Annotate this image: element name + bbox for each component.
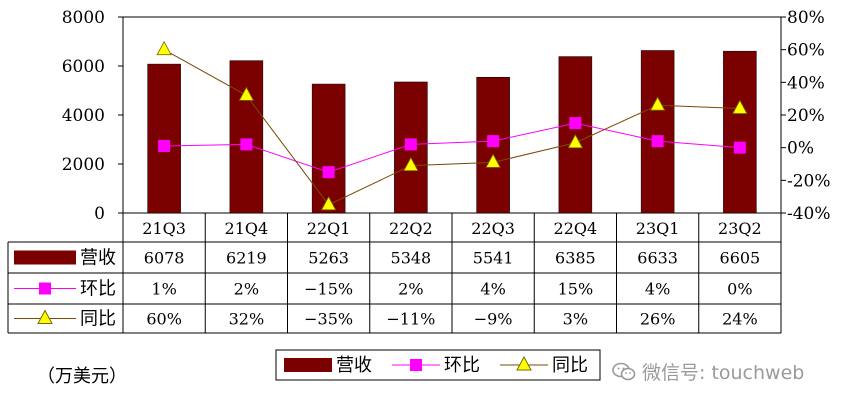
table-cell: 5541	[473, 249, 514, 268]
category-label: 22Q1	[307, 219, 351, 238]
category-label: 22Q2	[389, 219, 433, 238]
row-header: 环比	[80, 279, 116, 300]
triangle-marker	[238, 86, 255, 101]
row-header: 同比	[80, 309, 116, 330]
category-label: 22Q3	[471, 219, 515, 238]
row-header: 营收	[80, 248, 116, 269]
triangle-marker	[320, 195, 337, 211]
legend-label: 营收	[336, 355, 372, 376]
bar-series	[147, 50, 757, 214]
bar	[311, 83, 346, 214]
right-axis-tick-label: -20%	[787, 171, 831, 191]
row-key-bar	[14, 250, 76, 265]
table-cell: 0%	[727, 280, 752, 299]
row-key-marker	[37, 309, 53, 324]
table-cell: −11%	[386, 310, 435, 329]
legend-label: 环比	[444, 355, 480, 376]
triangle-marker	[649, 96, 666, 111]
bar	[229, 60, 264, 214]
triangle-marker	[403, 156, 419, 172]
right-axis-tick-label: 60%	[787, 41, 825, 61]
table-cell: 4%	[645, 280, 670, 299]
table-cell: 6633	[637, 249, 678, 268]
left-axis-tick-label: 8000	[62, 8, 105, 28]
right-axis-tick-label: -40%	[787, 204, 831, 224]
table-cell: 60%	[146, 310, 182, 329]
table-cell: 5348	[391, 249, 432, 268]
triangle-marker	[156, 40, 172, 56]
table-cell: 6219	[226, 249, 267, 268]
table-cell: 2%	[234, 280, 259, 299]
triangle-marker	[567, 133, 584, 149]
right-axis-tick-label: 0%	[787, 139, 814, 159]
legend-key-marker	[516, 355, 532, 371]
square-marker	[240, 138, 253, 151]
chart-axes: 0 2000 4000 6000 8000 -40% -20% 0% 20% 40% 60% 80%	[62, 8, 831, 224]
data-table: 21Q3 21Q4 22Q1 22Q2 22Q3 22Q4 23Q1 23Q2 营收 6078 62…	[7, 213, 782, 334]
table-cell: 26%	[640, 310, 676, 329]
legend-label: 同比	[552, 355, 588, 376]
square-marker	[322, 166, 335, 179]
legend-key-bar	[284, 358, 332, 372]
table-cell: 5263	[308, 249, 349, 268]
line-series	[156, 40, 748, 211]
row-key-marker	[39, 282, 51, 295]
table-cell: −15%	[304, 280, 353, 299]
category-label: 23Q2	[718, 219, 762, 238]
bar	[147, 63, 181, 214]
plot-frame	[122, 16, 782, 214]
unit-label: （万美元）	[37, 366, 127, 387]
square-marker	[404, 138, 417, 151]
series-line	[164, 122, 740, 173]
category-label: 21Q3	[142, 219, 186, 238]
table-cell: 6385	[555, 249, 596, 268]
category-label: 23Q1	[636, 219, 680, 238]
right-axis-tick-label: 80%	[787, 8, 825, 28]
table-cell: 15%	[558, 280, 594, 299]
category-label: 22Q4	[554, 219, 598, 238]
left-axis-tick-label: 6000	[62, 57, 105, 77]
left-axis-tick-label: 4000	[62, 106, 105, 126]
triangle-marker	[485, 153, 501, 168]
table-cell: 24%	[722, 310, 758, 329]
square-marker	[733, 141, 746, 154]
right-axis-tick-label: 40%	[787, 73, 825, 93]
legend: 营收 环比 同比	[275, 349, 601, 381]
watermark: 微信号: touchweb	[612, 358, 804, 385]
left-axis-tick-label: 0	[94, 204, 105, 224]
triangle-marker	[732, 99, 748, 114]
legend-key-marker	[410, 359, 422, 371]
table-cell: 2%	[398, 280, 423, 299]
square-marker	[158, 140, 171, 153]
series-line	[163, 49, 740, 206]
wechat-icon	[612, 362, 636, 380]
table-cell: 6078	[144, 249, 185, 268]
table-cell: 6605	[720, 249, 761, 268]
left-axis-tick-label: 2000	[62, 155, 105, 175]
table-cell: −9%	[474, 310, 513, 329]
table-cell: 32%	[229, 310, 265, 329]
square-marker	[487, 135, 500, 148]
right-axis-tick-label: 20%	[787, 106, 825, 126]
square-marker	[569, 117, 582, 130]
bar	[723, 50, 757, 214]
category-label: 21Q4	[225, 219, 269, 238]
table-cell: 4%	[480, 280, 505, 299]
table-cell: 1%	[151, 280, 176, 299]
bar	[640, 50, 675, 214]
watermark-text: 微信号: touchweb	[642, 362, 805, 384]
table-cell: −35%	[304, 310, 353, 329]
square-marker	[651, 135, 664, 148]
table-cell: 3%	[563, 310, 588, 329]
